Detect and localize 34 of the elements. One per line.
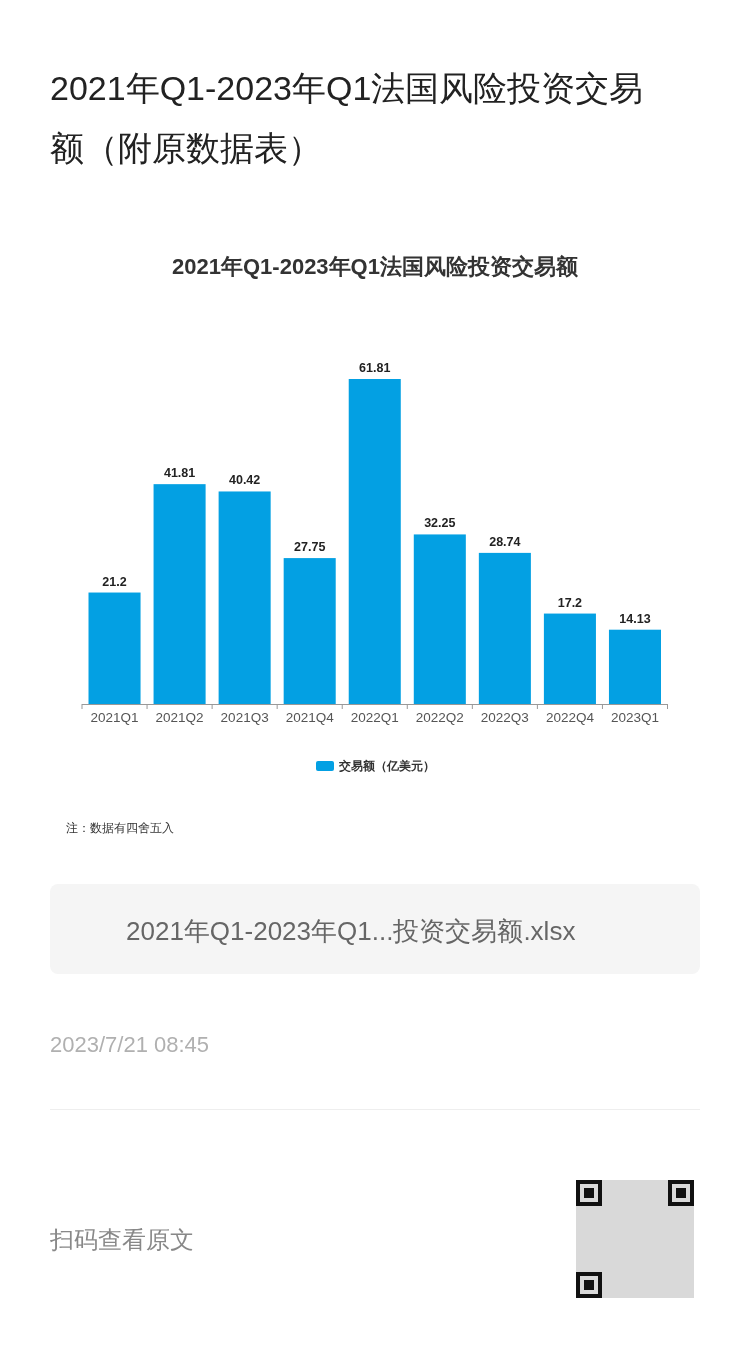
bar xyxy=(608,629,661,704)
data-label: 14.13 xyxy=(619,611,651,626)
x-tick-label: 2022Q1 xyxy=(350,710,399,725)
legend-label: 交易额（亿美元） xyxy=(338,759,435,773)
x-tick-label: 2022Q4 xyxy=(545,710,595,725)
bar xyxy=(348,379,401,704)
chart-subtitle: 2021年Q1-2023年Q1法国风险投资交易额 xyxy=(172,254,579,279)
x-tick-label: 2021Q4 xyxy=(285,710,335,725)
bar xyxy=(283,558,336,704)
x-tick-label: 2023Q1 xyxy=(610,710,659,725)
data-label: 27.75 xyxy=(294,540,326,555)
bar xyxy=(543,613,596,704)
data-label: 61.81 xyxy=(359,361,391,375)
text: 注：数据有四舍五入 xyxy=(66,821,174,835)
bar xyxy=(478,552,531,704)
x-tick-label: 2021Q1 xyxy=(90,710,139,725)
data-label: 41.81 xyxy=(163,466,196,481)
x-tick-label: 2021Q3 xyxy=(220,710,269,725)
data-label: 32.25 xyxy=(424,516,456,531)
bar xyxy=(88,592,141,704)
bar xyxy=(218,491,271,704)
bar xyxy=(153,484,206,704)
x-tick-label: 2022Q3 xyxy=(480,710,529,725)
data-label: 28.74 xyxy=(489,534,521,549)
text: 扫码查看原文 xyxy=(49,1226,194,1253)
x-tick-label: 2022Q2 xyxy=(415,710,464,725)
text: 2023/7/21 08:45 xyxy=(50,1032,210,1057)
text: 2021年Q1-2023年Q1...投资交易额.xlsx xyxy=(126,916,576,946)
bar xyxy=(413,534,466,704)
data-label: 17.2 xyxy=(557,595,583,610)
data-label: 21.2 xyxy=(102,574,127,589)
chart-title: 2021年Q1-2023年Q1法国风险投资交易额（附原数据表） xyxy=(50,68,645,169)
data-label: 40.42 xyxy=(229,473,261,488)
x-tick-label: 2021Q2 xyxy=(155,710,204,725)
